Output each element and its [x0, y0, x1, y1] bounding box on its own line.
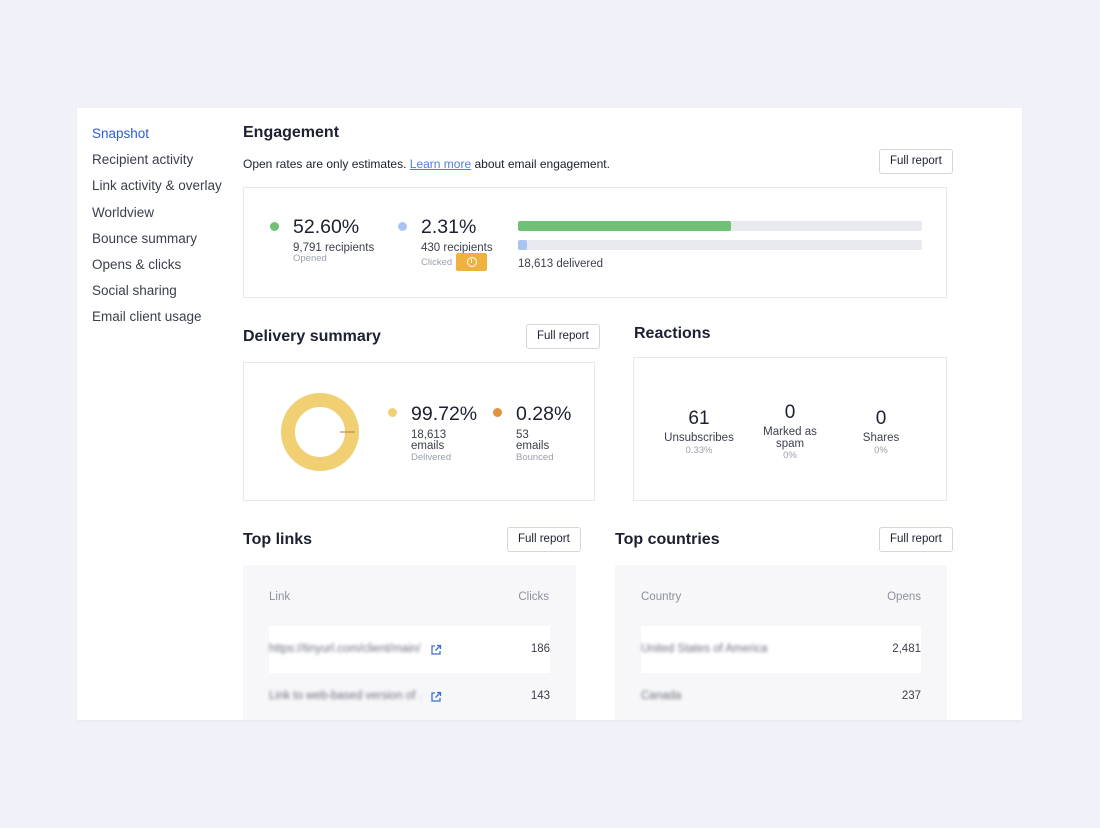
sidebar-item-social-sharing[interactable]: Social sharing — [92, 283, 177, 299]
top-countries-full-report-button[interactable]: Full report — [879, 527, 953, 552]
column-header-link: Link — [269, 591, 291, 603]
clicked-percent: 2.31% — [421, 216, 477, 238]
country-opens: 2,481 — [892, 643, 921, 655]
table-row[interactable]: United States of America 2,481 — [641, 626, 921, 673]
bounced-percent: 0.28% — [516, 403, 572, 425]
sidebar-item-recipient-activity[interactable]: Recipient activity — [92, 152, 194, 168]
bounced-emails-count: 53 — [516, 429, 529, 441]
clicked-dot — [398, 222, 407, 231]
engagement-panel: 52.60% 9,791 recipients Opened 2.31% 430… — [243, 187, 947, 298]
sidebar-item-worldview[interactable]: Worldview — [92, 204, 155, 220]
opened-count: 9,791 recipients — [293, 242, 375, 254]
clicked-info-icon[interactable]: i — [456, 253, 487, 271]
subtitle-text-pre: Open rates are only estimates. — [243, 157, 407, 171]
column-header-clicks: Clicks — [518, 591, 549, 603]
delivered-label: Delivered — [411, 452, 452, 463]
link-clicks: 186 — [530, 643, 550, 655]
bounced-dot — [493, 408, 502, 417]
opened-progress-fill — [518, 221, 731, 231]
reactions-panel: 61 Unsubscribes 0.33% 0 Marked as spam 0… — [633, 357, 947, 501]
shares-label: Shares — [862, 432, 900, 444]
clicked-progress-bar — [518, 240, 922, 250]
engagement-title: Engagement — [243, 124, 340, 141]
delivered-count: 18,613 delivered — [518, 258, 604, 270]
opened-progress-bar — [518, 221, 922, 231]
clicked-count: 430 recipients — [421, 242, 493, 254]
unsubscribes-percent: 0.33% — [685, 445, 713, 456]
unsubscribes-value: 61 — [688, 408, 710, 429]
country-opens: 237 — [901, 690, 921, 702]
spam-label-line2: spam — [775, 438, 805, 450]
table-row[interactable]: Canada 237 — [641, 673, 921, 720]
delivered-percent: 99.72% — [411, 403, 478, 425]
opened-dot — [270, 222, 279, 231]
clicked-progress-fill — [518, 240, 528, 250]
top-links-title: Top links — [243, 531, 313, 548]
bounced-label: Bounced — [516, 452, 554, 463]
opened-label: Opened — [293, 253, 327, 264]
country-name: United States of America — [641, 643, 768, 655]
clicked-label: Clicked — [421, 257, 453, 268]
column-header-opens: Opens — [887, 591, 921, 603]
delivered-dot — [388, 408, 397, 417]
spam-label-line1: Marked as — [763, 426, 817, 438]
spam-value: 0 — [784, 402, 796, 423]
column-header-country: Country — [641, 591, 682, 603]
delivered-emails-count: 18,613 — [411, 429, 447, 441]
sidebar-item-snapshot[interactable]: Snapshot — [92, 126, 150, 141]
top-countries-table: Country Opens United States of America 2… — [615, 565, 947, 720]
report-card: Snapshot Recipient activity Link activit… — [77, 108, 1022, 720]
top-countries-title: Top countries — [615, 531, 720, 548]
bounced-emails-unit: emails — [516, 440, 550, 452]
delivery-panel: 99.72% 18,613 emails Delivered 0.28% 53 … — [243, 362, 595, 501]
link-clicks: 143 — [530, 690, 550, 702]
delivered-emails-unit: emails — [411, 440, 445, 452]
engagement-subtitle: Open rates are only estimates. Learn mor… — [243, 157, 610, 171]
reactions-title: Reactions — [634, 325, 711, 342]
sidebar-item-link-activity[interactable]: Link activity & overlay — [92, 178, 222, 194]
link-url[interactable]: https://tinyurl.com/client/main/… — [269, 643, 421, 655]
shares-value: 0 — [875, 408, 887, 429]
learn-more-link[interactable]: Learn more — [409, 157, 472, 171]
table-row[interactable]: https://tinyurl.com/client/main/… 186 — [269, 626, 550, 673]
delivery-full-report-button[interactable]: Full report — [526, 324, 600, 349]
external-link-icon[interactable] — [430, 691, 442, 703]
top-links-full-report-button[interactable]: Full report — [507, 527, 581, 552]
sidebar-item-opens-clicks[interactable]: Opens & clicks — [92, 256, 182, 272]
external-link-icon[interactable] — [430, 644, 442, 656]
engagement-full-report-button[interactable]: Full report — [879, 149, 953, 174]
unsubscribes-label: Unsubscribes — [664, 432, 734, 444]
subtitle-text-post: about email engagement. — [474, 157, 610, 171]
spam-percent: 0% — [783, 450, 797, 461]
delivery-donut-chart — [281, 393, 359, 471]
country-name: Canada — [641, 690, 682, 702]
delivery-summary-title: Delivery summary — [243, 328, 381, 345]
sidebar-item-bounce-summary[interactable]: Bounce summary — [92, 230, 198, 246]
table-row[interactable]: Link to web-based version of … 143 — [269, 673, 550, 720]
shares-percent: 0% — [874, 445, 888, 456]
sidebar-nav: Snapshot Recipient activity Link activit… — [92, 125, 232, 335]
top-links-table: Link Clicks https://tinyurl.com/client/m… — [243, 565, 576, 720]
sidebar-item-email-client-usage[interactable]: Email client usage — [92, 309, 202, 325]
opened-percent: 52.60% — [293, 216, 360, 238]
link-url[interactable]: Link to web-based version of … — [269, 690, 421, 702]
